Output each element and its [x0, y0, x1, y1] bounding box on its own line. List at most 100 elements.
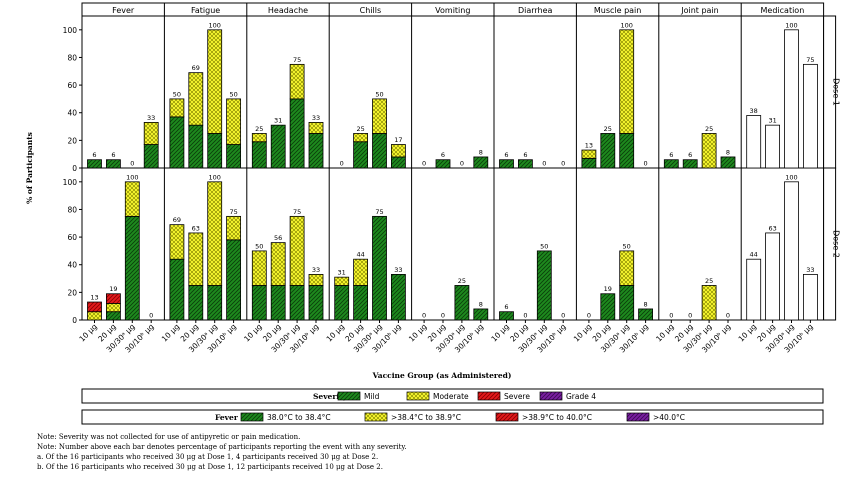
bar-value-label: 0: [726, 312, 730, 320]
bar-segment-level2: [169, 98, 185, 118]
bar-segment-level2: [308, 273, 324, 286]
bar-segment-level2: [289, 63, 305, 100]
bar-segment-level1: [499, 159, 514, 169]
y-tick-label: 40: [67, 109, 77, 118]
bar-value-label: 0: [422, 160, 426, 168]
bar-segment-level1: [251, 141, 267, 169]
y-tick-label: 80: [67, 205, 77, 214]
bar-segment-level2: [87, 311, 102, 321]
bar-medication: [784, 181, 799, 321]
bar-value-label: 8: [644, 300, 648, 308]
bar-value-label: 50: [229, 90, 237, 98]
bar-segment-level1: [334, 285, 350, 321]
bar-value-label: 0: [441, 312, 445, 320]
bar-segment-level2: [308, 122, 324, 134]
bar-segment-level1: [372, 215, 387, 321]
bar-segment-level2: [169, 224, 185, 260]
bars-layer: [87, 29, 818, 321]
bar-value-label: 6: [92, 151, 96, 159]
y-tick-label: 80: [67, 53, 77, 62]
bar-segment-level2: [207, 29, 223, 134]
bar-value-label: 38: [750, 107, 758, 115]
bar-value-label: 25: [255, 125, 263, 133]
bar-value-label: 44: [750, 251, 758, 259]
bar-value-label: 50: [255, 242, 263, 250]
bar-value-label: 0: [523, 312, 527, 320]
bar-segment-level1: [106, 159, 121, 169]
bar-value-label: 6: [669, 151, 673, 159]
bar-segment-level1: [124, 215, 140, 321]
bar-value-label: 100: [126, 173, 138, 181]
y-tick-label: 100: [63, 26, 78, 35]
bar-segment-level1: [207, 133, 223, 169]
bar-segment-level2: [353, 258, 369, 286]
panel-title: Chills: [360, 6, 382, 15]
panel-title: Headache: [268, 6, 308, 15]
y-tick-label: 40: [67, 261, 77, 270]
bar-segment-level1: [270, 124, 286, 169]
bar-value-label: 0: [561, 312, 565, 320]
bar-value-label: 0: [587, 312, 591, 320]
bar-value-label: 0: [130, 160, 134, 168]
bar-value-label: 0: [149, 312, 153, 320]
bar-segment-level2: [124, 181, 140, 217]
bar-medication: [803, 273, 818, 321]
bar-segment-level2: [619, 29, 635, 134]
bar-segment-level1: [87, 159, 102, 169]
bar-medication: [765, 232, 780, 321]
bar-segment-level1: [308, 285, 324, 321]
panel-title: Fever: [112, 6, 135, 15]
legend-entry-label: >40.0°C: [653, 413, 685, 422]
legend-entry-label: Severe: [504, 392, 530, 401]
bar-segment-level1: [308, 133, 324, 169]
bar-medication: [784, 29, 799, 169]
bar-segment-level3: [106, 293, 121, 304]
bar-segment-level1: [270, 285, 286, 321]
note-line: Note: Severity was not collected for use…: [37, 433, 301, 441]
bar-value-label: 8: [479, 300, 483, 308]
bar-value-label: 0: [422, 312, 426, 320]
row-label: Dose 1: [832, 78, 841, 106]
note-line: a. Of the 16 participants who received 3…: [37, 453, 379, 461]
bar-segment-level1: [188, 124, 204, 169]
bar-value-label: 75: [293, 56, 301, 64]
panel-title: Vomiting: [435, 6, 470, 15]
bar-segment-level2: [106, 303, 121, 313]
bar-segment-level1: [518, 159, 533, 169]
bar-value-label: 6: [441, 151, 445, 159]
bar-segment-level1: [169, 116, 185, 169]
legend-title: Fever: [215, 413, 239, 422]
bar-value-label: 100: [208, 173, 220, 181]
bar-value-label: 33: [394, 266, 402, 274]
y-tick-label: 0: [72, 316, 77, 325]
bar-segment-level1: [353, 285, 369, 321]
bar-segment-level2: [251, 133, 267, 143]
bar-segment-level1: [188, 285, 204, 321]
bar-segment-level1: [289, 285, 305, 321]
bar-medication: [746, 115, 762, 169]
bar-segment-level1: [600, 293, 616, 321]
bar-value-label: 100: [785, 173, 797, 181]
bar-segment-level1: [289, 98, 305, 169]
bar-value-label: 69: [173, 216, 181, 224]
bar-value-label: 0: [644, 160, 648, 168]
bar-value-label: 63: [192, 224, 200, 232]
bar-value-label: 13: [585, 142, 593, 150]
bar-value-label: 25: [705, 277, 713, 285]
bar-value-label: 75: [375, 208, 383, 216]
x-tick-label: 10 μg: [325, 322, 347, 344]
bar-segment-level1: [473, 308, 489, 321]
bar-segment-level2: [334, 276, 350, 286]
legend-box: [81, 388, 824, 404]
bar-segment-level2: [226, 98, 242, 145]
bar-segment-level1: [619, 285, 635, 321]
x-tick-label: 10 μg: [160, 322, 182, 344]
legend-swatch: [364, 412, 388, 422]
bar-value-label: 100: [208, 21, 220, 29]
bar-segment-level1: [390, 156, 406, 169]
bar-value-label: 6: [523, 151, 527, 159]
legend-swatch: [406, 391, 430, 401]
legend-entry-label: >38.9°C to 40.0°C: [522, 413, 592, 422]
bar-value-label: 6: [504, 151, 508, 159]
bar-segment-level2: [251, 250, 267, 286]
